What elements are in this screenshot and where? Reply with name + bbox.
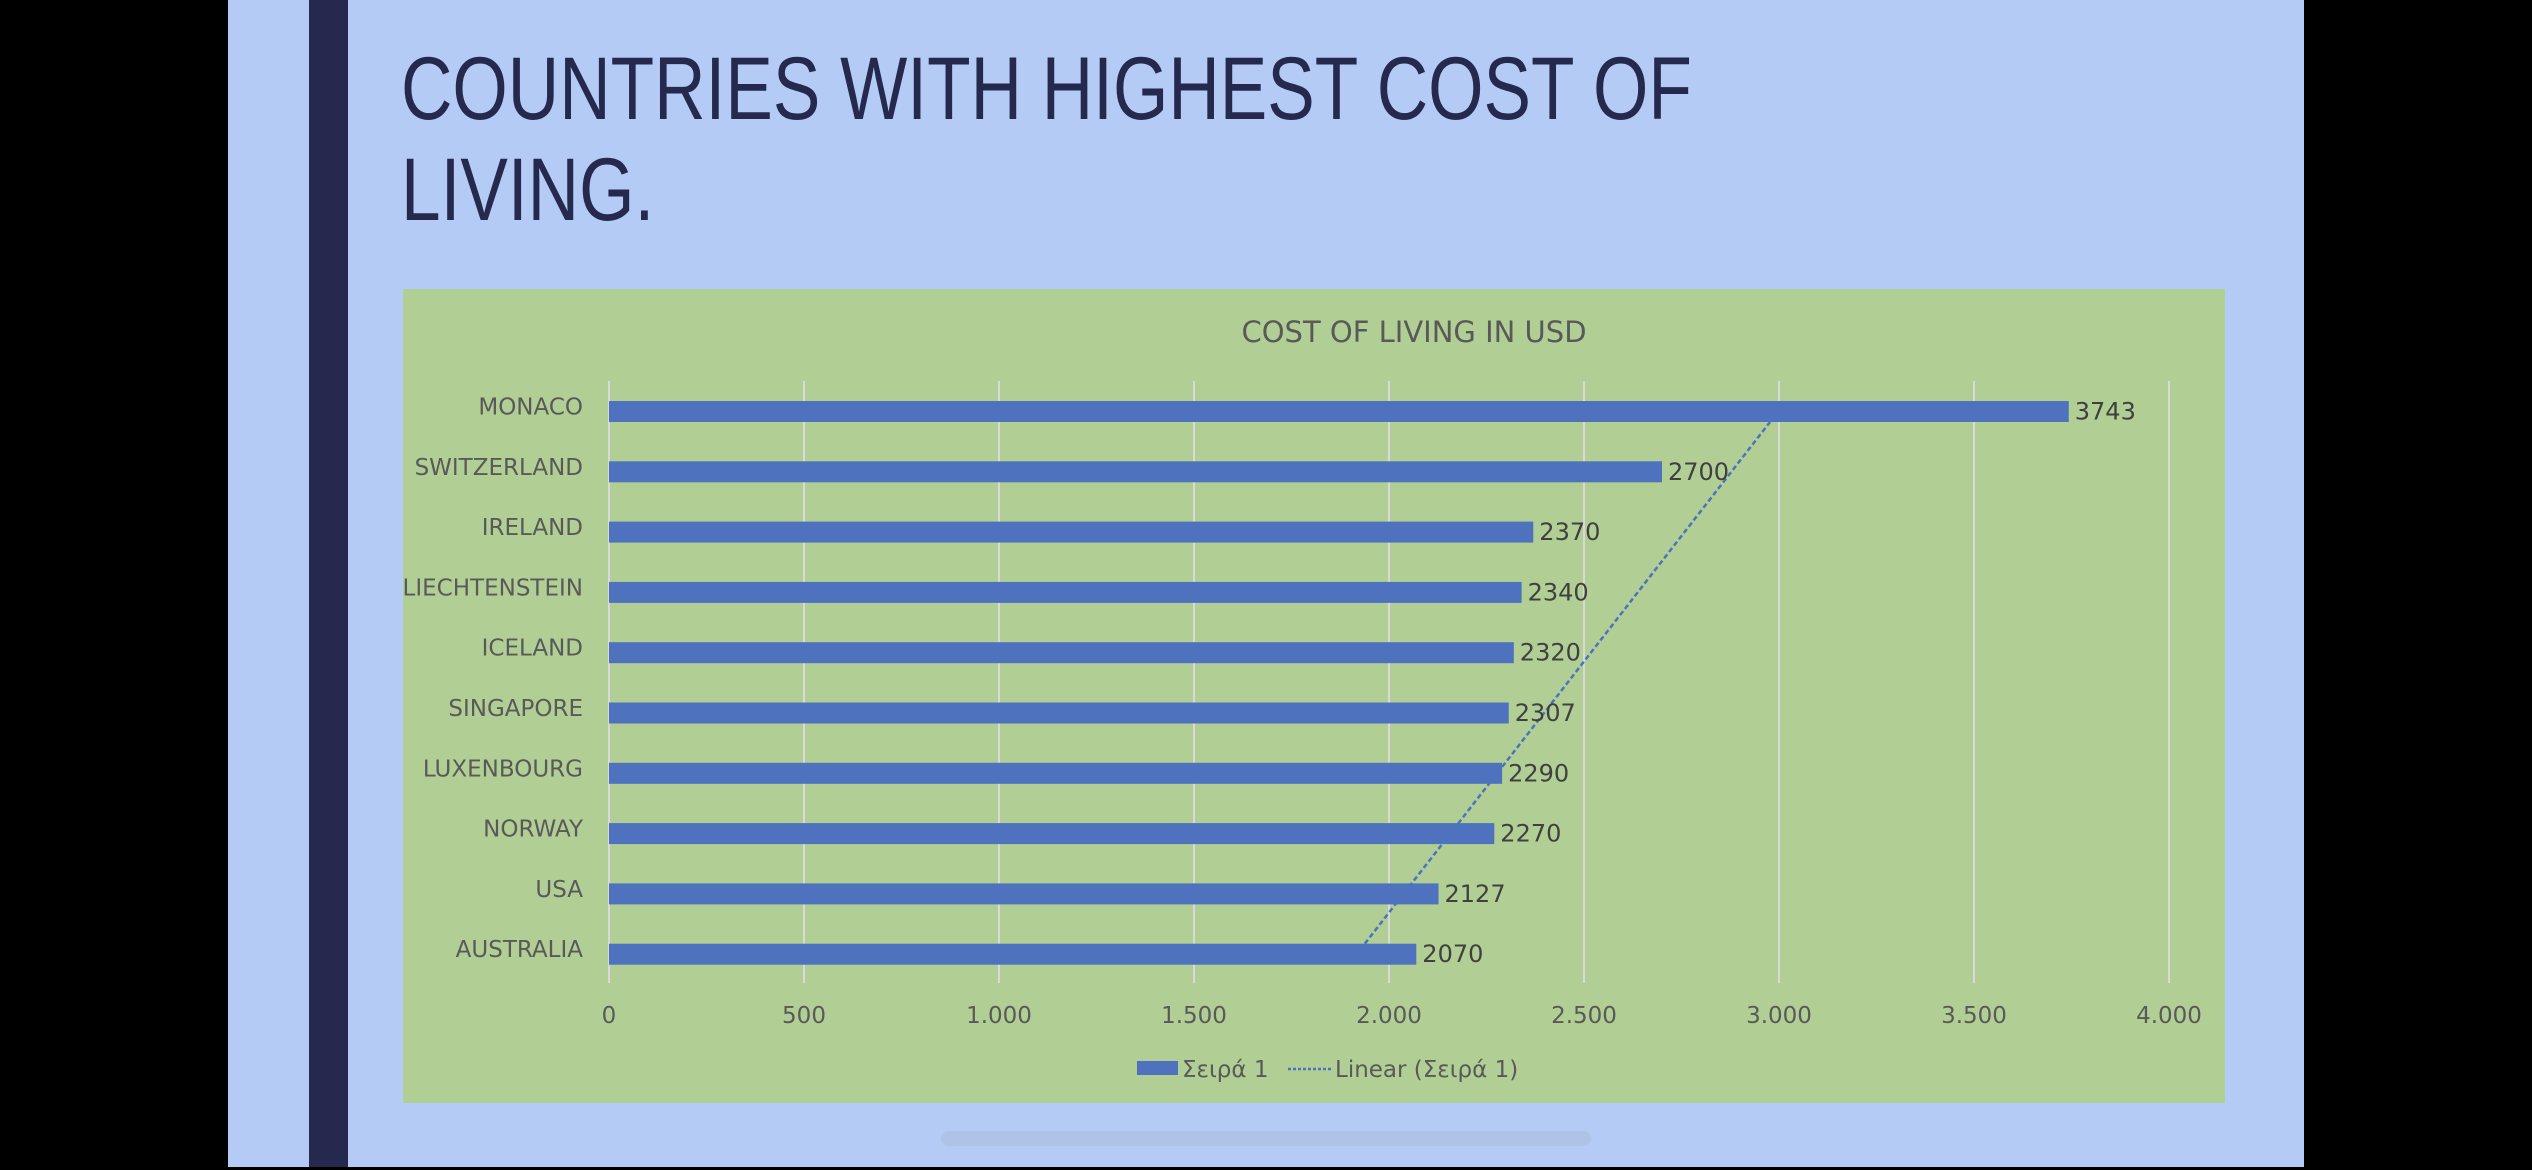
bar [609,883,1439,905]
data-label: 2370 [1539,518,1600,546]
slide-title-line-1: COUNTRIES WITH HIGHEST COST OF [401,38,1692,138]
data-label: 2290 [1508,759,1569,787]
x-tick-label: 500 [782,1003,826,1029]
bar [609,823,1495,845]
data-labels: 3743 2700 2370 2340 2320 2307 2290 2270 2127 2070 [1422,398,2136,969]
data-label: 2700 [1668,458,1729,486]
x-tick-label: 4.000 [2136,1003,2202,1029]
trendline [1363,421,1772,945]
bars [609,401,2069,965]
data-label: 2270 [1500,820,1561,848]
data-label: 2307 [1515,699,1576,727]
chart: COST OF LIVING IN USD 3743 2700 2370 2340 23… [403,289,2225,1103]
trendline-layer [1363,421,1772,945]
x-tick-label: 3.500 [1941,1003,2007,1029]
x-tick-label: 1.500 [1161,1003,1227,1029]
legend-label-trendline: Linear (Σειρά 1) [1335,1057,1518,1083]
x-tick-label: 2.500 [1551,1003,1617,1029]
bar [609,521,1534,543]
slide-title: COUNTRIES WITH HIGHEST COST OF LIVING. [401,38,1921,240]
data-label: 2320 [1520,639,1581,667]
legend-label-series: Σειρά 1 [1182,1057,1268,1083]
category-label: NORWAY [483,817,584,843]
bar [609,762,1503,784]
bar [609,581,1522,603]
x-tick-label: 1.000 [966,1003,1032,1029]
slide-title-line-2: LIVING. [401,139,655,239]
legend: Σειρά 1 Linear (Σειρά 1) [1137,1057,1518,1083]
category-axis: MONACO SWITZERLAND IRELAND LIECHTENSTEIN ICE… [403,395,584,964]
x-tick-label: 0 [602,1003,617,1029]
bar [609,401,2069,422]
bar [609,642,1514,664]
data-label: 2070 [1422,940,1483,968]
chart-title: COST OF LIVING IN USD [1241,315,1586,349]
legend-swatch-bar [1137,1061,1178,1075]
category-label: MONACO [478,395,583,421]
bar [609,461,1662,483]
category-label: AUSTRALIA [456,937,584,963]
data-label: 2127 [1445,880,1506,908]
category-label: SWITZERLAND [415,455,583,481]
slide: COUNTRIES WITH HIGHEST COST OF LIVING. C… [228,0,2304,1167]
category-label: IRELAND [482,515,583,541]
accent-bar [309,0,348,1167]
bar [609,943,1417,965]
x-tick-label: 2.000 [1356,1003,1422,1029]
category-label: LUXENBOURG [423,756,583,782]
category-label: USA [535,877,583,903]
data-label: 2340 [1528,578,1589,606]
data-label: 3743 [2075,398,2136,426]
category-label: SINGAPORE [448,696,583,722]
bar [609,702,1509,724]
chart-svg: COST OF LIVING IN USD 3743 2700 2370 2340 23… [403,315,2202,1083]
category-label: LIECHTENSTEIN [403,575,583,601]
x-tick-label: 3.000 [1746,1003,1812,1029]
category-label: ICELAND [482,636,583,662]
horizontal-scrollbar[interactable] [941,1131,1591,1146]
value-axis: 0 500 1.000 1.500 2.000 2.500 3.000 3.500 4.000 [602,1003,2202,1029]
